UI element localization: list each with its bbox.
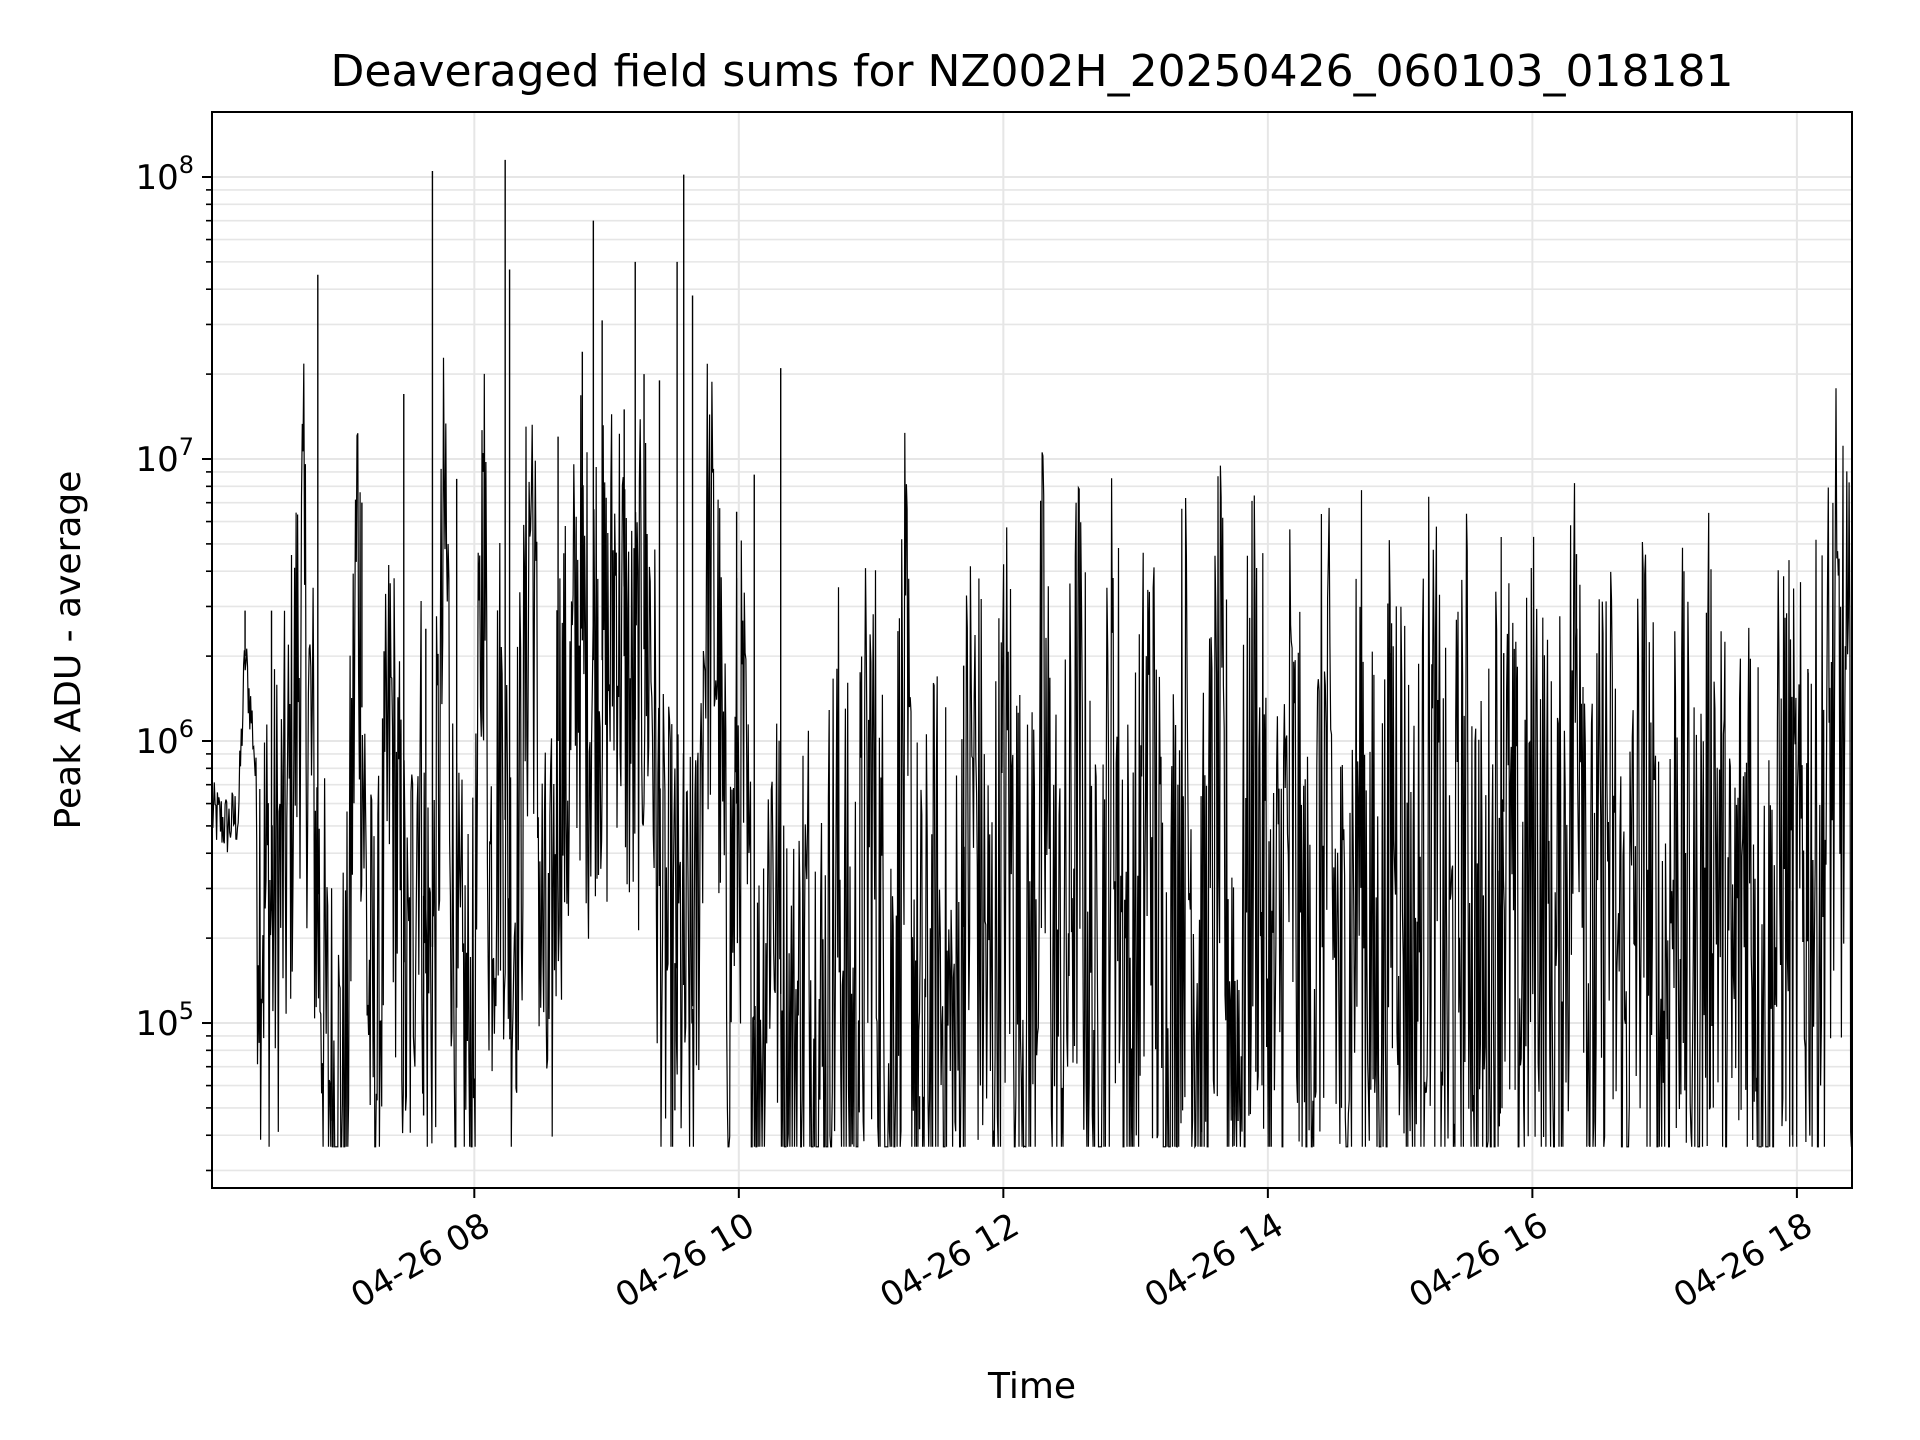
y-tick-label: 108 bbox=[135, 151, 194, 198]
plot-area-frame bbox=[211, 111, 1853, 1189]
series-trace bbox=[211, 357, 1852, 1149]
x-axis-label: Time bbox=[987, 1366, 1076, 1407]
y-axis-label: Peak ADU - average bbox=[48, 471, 89, 830]
y-tick-label: 105 bbox=[135, 997, 194, 1044]
chart-title: Deaveraged field sums for NZ002H_2025042… bbox=[331, 46, 1734, 97]
y-tick-label: 107 bbox=[135, 433, 194, 480]
y-tick-label: 106 bbox=[135, 715, 194, 762]
data-layer bbox=[211, 159, 1852, 1149]
